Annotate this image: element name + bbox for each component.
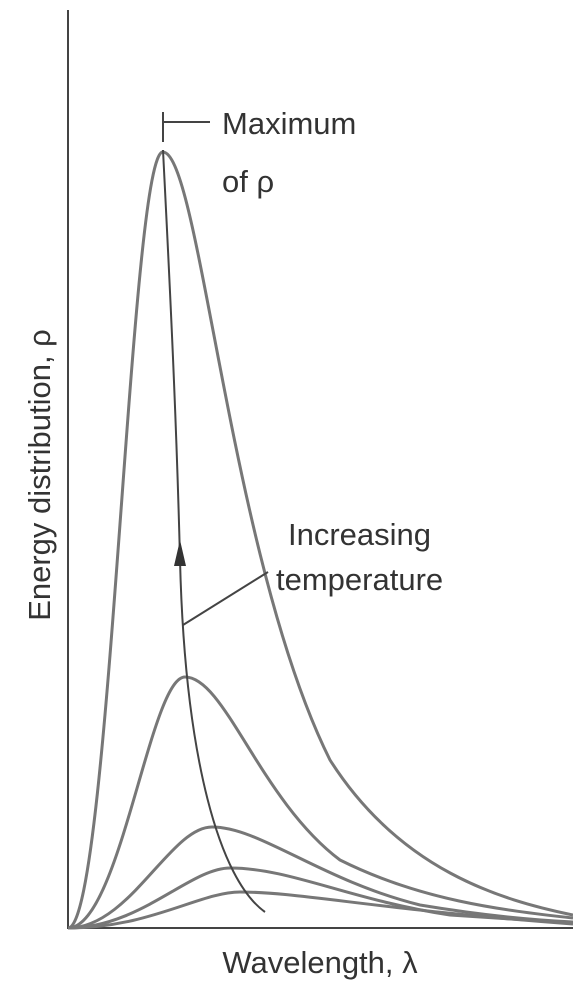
- annotation: Maximum: [222, 106, 356, 141]
- temperature-leader: [182, 571, 269, 626]
- curve: [67, 825, 573, 930]
- curve: [67, 890, 573, 930]
- annotation: of ρ: [222, 164, 274, 199]
- annotation: temperature: [276, 562, 443, 597]
- maximum-locus: [162, 149, 266, 913]
- curve: [67, 150, 573, 930]
- y-axis-label: Energy distribution, ρ: [22, 329, 57, 621]
- curve: [67, 675, 573, 930]
- annotation: Increasing: [288, 517, 431, 552]
- x-axis-label: Wavelength, λ: [222, 945, 418, 980]
- arrow-head: [174, 540, 186, 566]
- curve: [67, 866, 573, 930]
